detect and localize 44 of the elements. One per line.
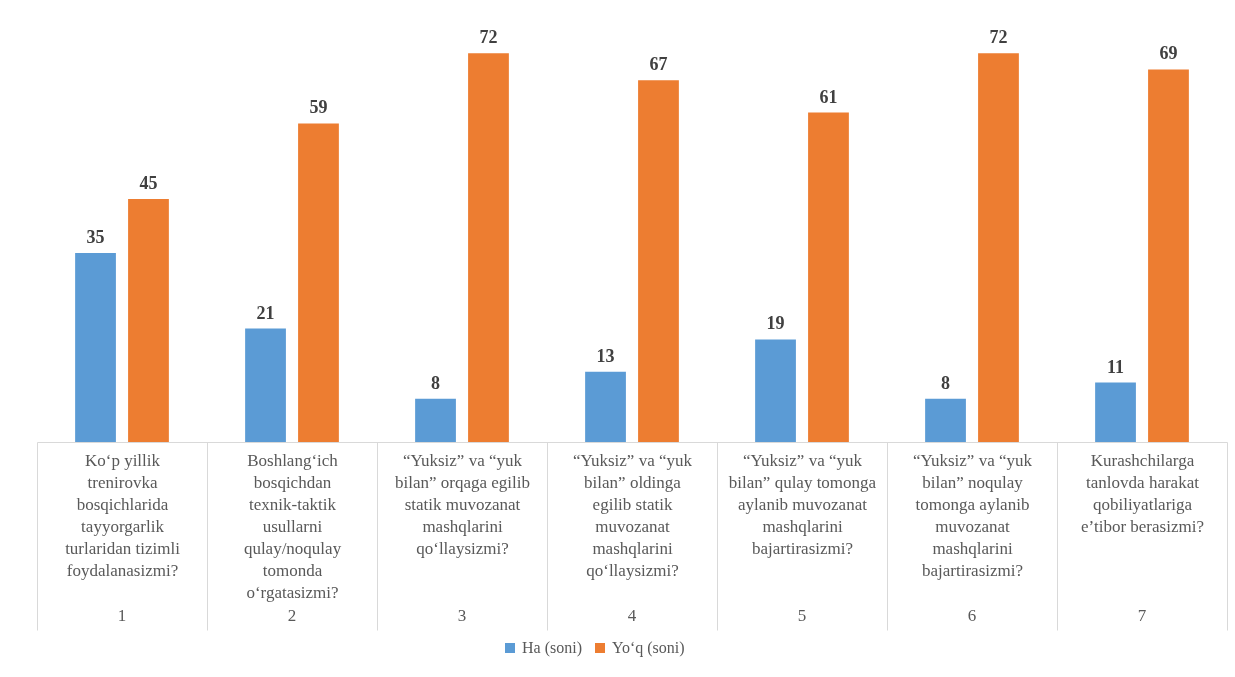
bar <box>585 371 626 442</box>
bar <box>468 53 509 442</box>
data-label: 72 <box>479 27 498 48</box>
bar <box>298 123 339 442</box>
bar <box>638 80 679 442</box>
x-tick-label: Kurashchilarga tanlovda harakat qobiliyatlariga e’tibor berasizmi? <box>1081 450 1204 536</box>
data-label: 21 <box>256 302 275 323</box>
data-label: 61 <box>819 86 838 107</box>
text: 3 <box>457 606 467 625</box>
legend-label: Ha (soni) <box>522 639 582 657</box>
x-tick-label: “Yuksiz” va “yuk bilan” noqulay tomonga aylanib muvozanat mashqlarini bajartirasizmi? <box>913 450 1033 580</box>
bar <box>808 112 849 442</box>
text: 2 <box>287 606 297 625</box>
bar <box>128 199 169 442</box>
data-label: 72 <box>989 27 1008 48</box>
bar <box>75 253 116 442</box>
bar <box>245 328 286 442</box>
x-tick-label: Boshlang‘ich bosqichdan texnik-taktik usullarni qulay/noqulay tomonda o‘rgatasizmi? <box>243 450 342 602</box>
data-label: 69 <box>1159 43 1178 64</box>
text: 1 <box>117 606 127 625</box>
data-label: 11 <box>1107 356 1125 377</box>
bar <box>978 53 1019 442</box>
bar <box>755 339 796 442</box>
bar <box>1148 69 1189 442</box>
text: 7 <box>1137 606 1147 625</box>
text: 5 <box>797 606 807 625</box>
data-label: 13 <box>596 345 615 366</box>
data-label: 8 <box>431 372 441 393</box>
x-tick-label: “Yuksiz” va “yuk bilan” orqaga egilib statik muvozanat mashqlarini qo‘llaysizmi? <box>394 450 531 558</box>
data-label: 59 <box>309 97 328 118</box>
x-tick-label: “Yuksiz” va “yuk bilan” qulay tomonga aylanib muvozanat mashqlarini bajartirasizmi? <box>728 450 877 558</box>
bar <box>1095 382 1136 442</box>
x-tick-label: “Yuksiz” va “yuk bilan” oldinga egilib statik muvozanat mashqlarini qo‘llaysizmi? <box>573 450 693 580</box>
data-label: 35 <box>86 227 105 247</box>
bar <box>415 398 456 442</box>
x-tick-label: Ko‘p yillik trenirovka bosqichlarida tayyorgarlik turlaridan tizimli foydalanasizmi? <box>65 450 181 580</box>
bar <box>925 398 966 442</box>
text: 6 <box>967 606 977 625</box>
legend-label: Yo‘q (soni) <box>612 639 685 657</box>
text: 4 <box>627 606 637 625</box>
data-label: 45 <box>139 173 158 193</box>
data-label: 8 <box>941 372 951 393</box>
data-label: 19 <box>766 313 785 334</box>
data-label: 67 <box>649 54 668 75</box>
